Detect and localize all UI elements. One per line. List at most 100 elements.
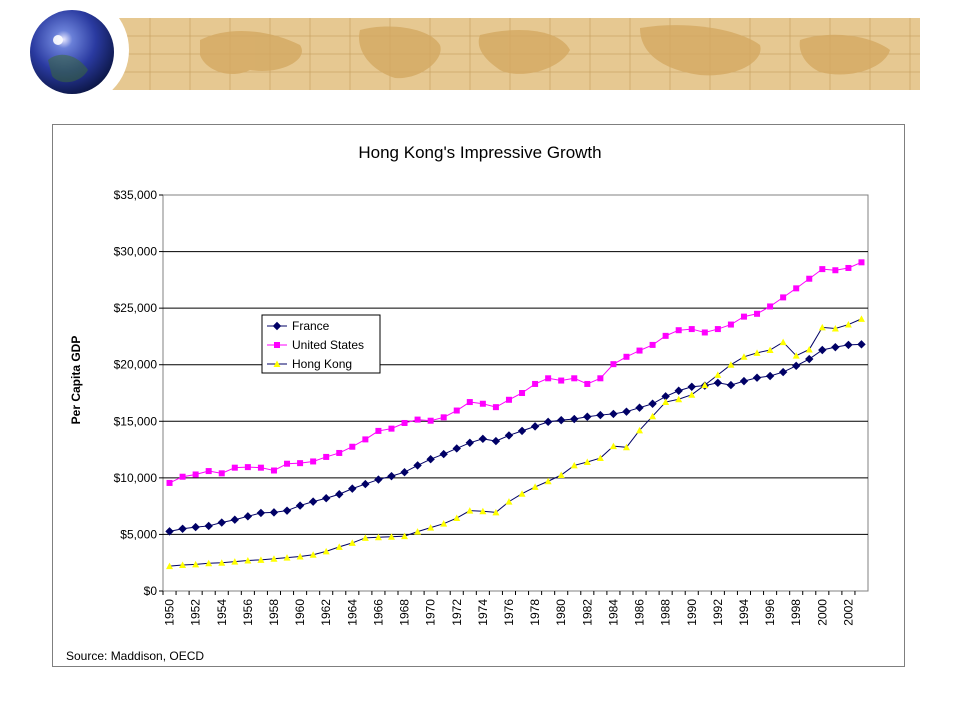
data-point-hong-kong: [818, 323, 826, 331]
data-point-france: [805, 354, 814, 364]
data-point-united-states: [231, 464, 238, 471]
x-tick-label: 1964: [345, 599, 359, 626]
data-point-hong-kong: [205, 559, 213, 567]
globe-land: [48, 54, 88, 83]
data-point-france: [217, 518, 226, 527]
x-tick-label: 1988: [659, 599, 673, 626]
data-point-france: [791, 361, 801, 371]
data-point-france: [517, 426, 527, 436]
data-point-hong-kong: [701, 381, 709, 389]
data-point-united-states: [584, 380, 591, 387]
decorative-banner: [17, 0, 920, 100]
data-point-hong-kong: [583, 458, 591, 466]
data-point-france: [165, 527, 174, 536]
series-hong-kong: [166, 315, 865, 570]
series-france: [165, 340, 866, 536]
data-point-hong-kong: [322, 547, 330, 555]
legend: France United States Hong Kong: [261, 314, 381, 374]
x-tick-label: 1960: [293, 599, 307, 626]
x-tick-label: 1966: [371, 599, 385, 626]
x-tick-label: 1962: [319, 599, 333, 626]
data-point-united-states: [636, 347, 643, 354]
data-point-france: [452, 444, 461, 453]
data-point-united-states: [545, 375, 552, 382]
data-point-united-states: [597, 375, 604, 382]
data-point-hong-kong: [609, 442, 617, 450]
data-point-hong-kong: [831, 325, 839, 332]
data-point-united-states: [519, 390, 526, 396]
data-point-united-states: [845, 264, 852, 271]
data-point-france: [713, 378, 723, 388]
chart-title: Hong Kong's Impressive Growth: [358, 143, 601, 162]
data-point-hong-kong: [309, 551, 317, 558]
data-point-united-states: [558, 377, 565, 384]
data-point-united-states: [662, 332, 669, 339]
data-point-france: [178, 524, 187, 533]
data-point-hong-kong: [492, 508, 500, 516]
data-point-united-states: [806, 275, 813, 282]
data-point-hong-kong: [192, 560, 200, 568]
data-point-france: [465, 438, 475, 447]
data-point-united-states: [623, 353, 630, 360]
data-point-france: [491, 436, 501, 446]
x-tick-label: 1954: [215, 599, 229, 626]
data-point-france: [818, 345, 827, 355]
x-tick-label: 1998: [789, 599, 803, 626]
series-united-states: [166, 259, 865, 486]
x-tick-label: 1972: [450, 599, 464, 626]
data-point-france: [230, 515, 240, 524]
data-point-france: [556, 415, 566, 425]
data-point-hong-kong: [179, 561, 187, 568]
data-point-united-states: [819, 266, 826, 273]
data-point-hong-kong: [518, 490, 526, 497]
data-point-hong-kong: [622, 443, 630, 451]
x-tick-label: 1992: [711, 599, 725, 626]
y-axis-ticks: $0 $5,000 $10,000 $15,000 $20,000 $25,000 $30,…: [114, 188, 163, 598]
data-point-france: [439, 449, 448, 459]
y-tick-label: $25,000: [114, 301, 158, 315]
data-point-united-states: [440, 414, 447, 421]
data-point-hong-kong: [257, 556, 265, 563]
data-point-hong-kong: [570, 461, 578, 469]
data-point-france: [204, 521, 213, 531]
map-landmasses: [200, 25, 890, 79]
data-point-france: [504, 431, 514, 440]
data-point-hong-kong: [231, 558, 239, 565]
data-point-hong-kong: [296, 552, 304, 560]
chart: Hong Kong's Impressive Growth Per Capita…: [66, 143, 869, 663]
data-point-united-states: [688, 326, 695, 333]
x-tick-label: 1990: [685, 599, 699, 626]
x-tick-label: 2000: [815, 599, 829, 626]
data-point-hong-kong: [766, 346, 774, 354]
data-point-hong-kong: [335, 543, 343, 550]
x-tick-label: 1950: [163, 599, 177, 626]
data-point-france: [374, 475, 383, 484]
y-tick-label: $10,000: [114, 471, 158, 485]
data-point-hong-kong: [844, 321, 852, 328]
x-tick-label: 1958: [267, 599, 281, 626]
y-tick-label: $15,000: [114, 414, 158, 428]
data-point-united-states: [701, 329, 708, 336]
legend-box: [261, 314, 381, 374]
data-point-france: [739, 376, 749, 386]
series-line-hong-kong: [169, 318, 862, 567]
data-point-united-states: [492, 404, 499, 411]
data-point-united-states: [401, 419, 408, 426]
data-point-france: [648, 399, 657, 408]
data-point-united-states: [284, 460, 291, 467]
data-point-hong-kong: [727, 361, 735, 368]
data-point-france: [752, 373, 762, 382]
data-point-united-states: [858, 259, 865, 266]
data-point-france: [361, 479, 370, 489]
data-point-france: [857, 340, 866, 349]
data-point-france: [726, 380, 736, 390]
data-point-france: [844, 340, 853, 350]
source-note: Source: Maddison, OECD: [66, 649, 204, 663]
y-tick-label: $20,000: [114, 358, 158, 372]
data-point-hong-kong: [596, 454, 604, 462]
data-point-france: [191, 522, 200, 532]
data-point-france: [282, 506, 292, 515]
data-point-france: [765, 371, 775, 381]
data-point-france: [335, 490, 344, 499]
data-point-united-states: [532, 380, 539, 387]
